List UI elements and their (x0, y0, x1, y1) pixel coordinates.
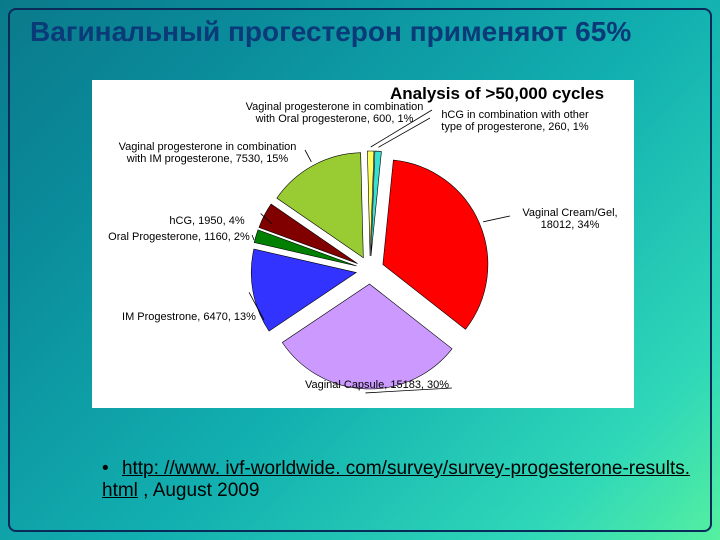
source-suffix: , August 2009 (138, 480, 260, 501)
slide: Вагинальный прогестерон применяют 65% An… (0, 0, 720, 540)
slice-label: Vaginal progesterone in combination with… (110, 142, 305, 165)
leader-line (483, 216, 510, 222)
pie-slice (383, 160, 488, 329)
slice-label: IM Progestrone, 6470, 13% (114, 312, 264, 324)
slide-frame: Вагинальный прогестерон применяют 65% An… (8, 8, 712, 532)
slice-label: hCG in combination with other type of pr… (430, 110, 600, 133)
leader-line (305, 150, 311, 162)
slice-label: Vaginal progesterone in combination with… (237, 102, 432, 125)
slice-label: hCG, 1950, 4% (142, 216, 272, 228)
slice-label: Vaginal Capsule, 15183, 30% (302, 380, 452, 392)
page-title: Вагинальный прогестерон применяют 65% (30, 16, 690, 48)
slice-label: Oral Progesterone, 1160, 2% (104, 232, 254, 244)
source-citation: • http: //www. ivf-worldwide. com/survey… (102, 458, 710, 502)
slice-label: Vaginal Cream/Gel, 18012, 34% (510, 208, 630, 231)
bullet-icon: • (102, 458, 109, 479)
pie-chart: Analysis of >50,000 cycles Vaginal Cream… (92, 80, 634, 408)
